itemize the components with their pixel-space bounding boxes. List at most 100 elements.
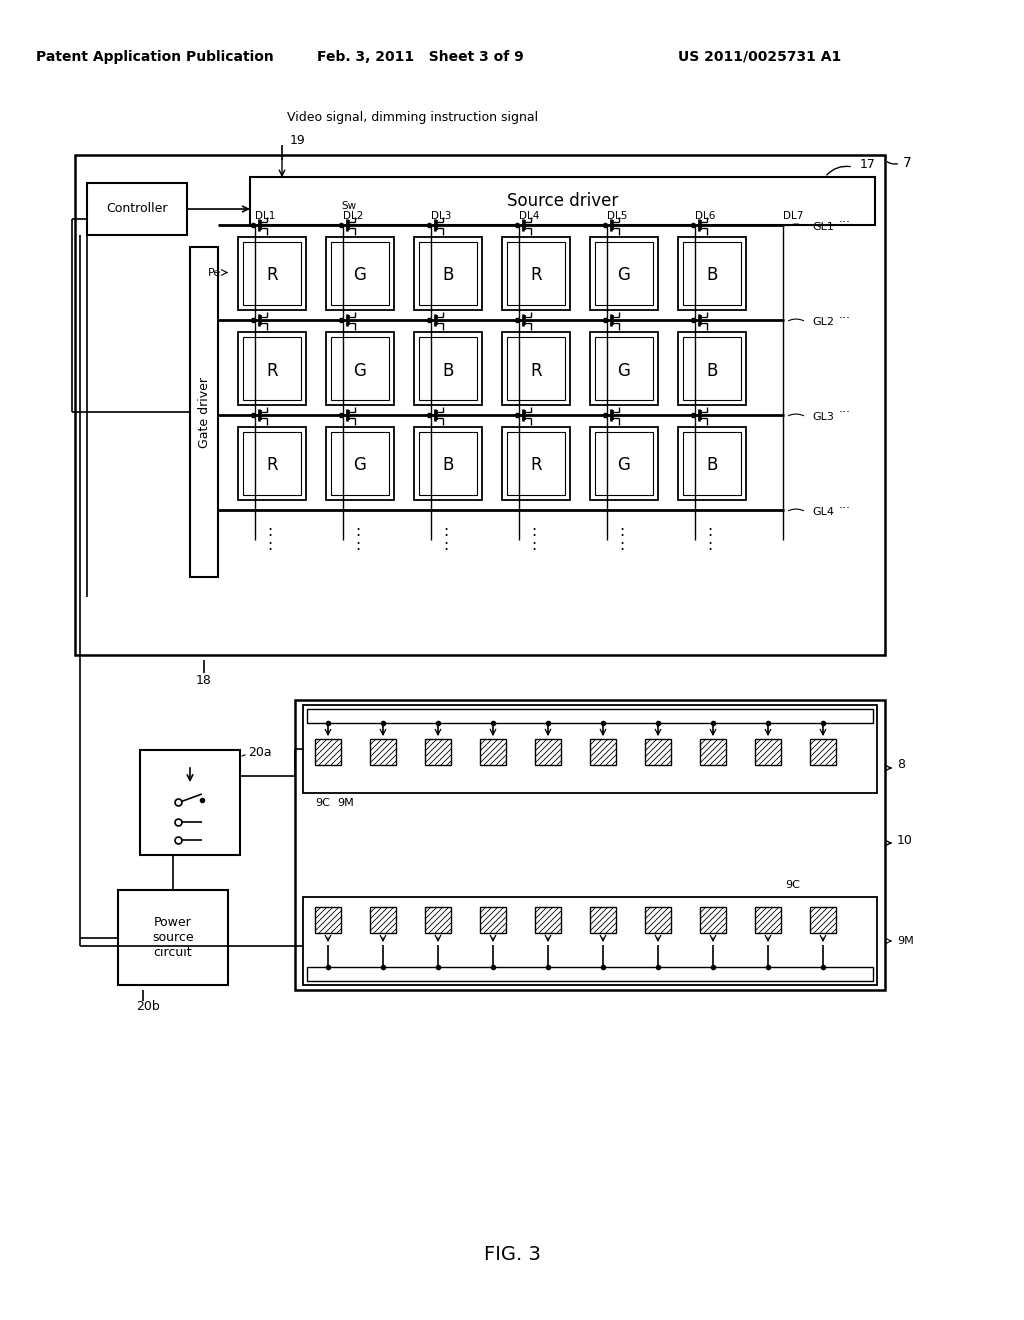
Bar — [683, 432, 741, 495]
Text: 20b: 20b — [136, 1001, 160, 1014]
Bar — [810, 907, 836, 933]
Bar — [295, 700, 885, 990]
Bar — [307, 709, 873, 723]
Bar — [683, 242, 741, 305]
Text: 20a: 20a — [248, 746, 271, 759]
Text: G: G — [617, 362, 631, 380]
Text: B: B — [442, 362, 454, 380]
Bar — [414, 238, 482, 310]
Text: ...: ... — [839, 308, 851, 321]
Bar — [140, 750, 240, 855]
Bar — [507, 242, 565, 305]
Text: R: R — [530, 457, 542, 474]
Bar — [535, 739, 561, 766]
Text: :: : — [267, 524, 272, 540]
Text: :: : — [531, 524, 537, 540]
Bar — [590, 333, 658, 405]
Text: 9C: 9C — [785, 880, 800, 890]
Bar — [502, 238, 570, 310]
Bar — [370, 907, 396, 933]
Bar — [590, 739, 616, 766]
Text: ...: ... — [839, 213, 851, 226]
Text: :: : — [267, 537, 272, 553]
Text: B: B — [707, 362, 718, 380]
Bar — [250, 177, 874, 224]
Bar — [700, 739, 726, 766]
Text: Gate driver: Gate driver — [198, 376, 211, 447]
Text: :: : — [355, 537, 360, 553]
Bar — [326, 333, 394, 405]
Bar — [331, 242, 389, 305]
Bar — [243, 432, 301, 495]
Bar — [331, 337, 389, 400]
Bar — [595, 337, 653, 400]
Bar — [595, 242, 653, 305]
Text: G: G — [353, 362, 367, 380]
Text: Source driver: Source driver — [507, 191, 618, 210]
Text: GL4: GL4 — [812, 507, 834, 517]
Text: Controller: Controller — [106, 202, 168, 215]
Text: DL5: DL5 — [607, 211, 628, 220]
Text: Feb. 3, 2011   Sheet 3 of 9: Feb. 3, 2011 Sheet 3 of 9 — [316, 50, 523, 63]
Bar — [590, 238, 658, 310]
Text: 8: 8 — [897, 759, 905, 771]
Bar — [303, 898, 877, 985]
Text: DL2: DL2 — [343, 211, 364, 220]
Bar — [810, 739, 836, 766]
Bar — [502, 333, 570, 405]
Bar — [190, 247, 218, 577]
Bar — [243, 337, 301, 400]
Text: B: B — [707, 457, 718, 474]
Text: B: B — [707, 267, 718, 285]
Bar — [480, 739, 506, 766]
Text: DL6: DL6 — [695, 211, 716, 220]
Text: GL3: GL3 — [812, 412, 834, 422]
Bar — [326, 426, 394, 500]
Text: GL1: GL1 — [812, 222, 834, 232]
Bar — [238, 238, 306, 310]
Bar — [595, 432, 653, 495]
Text: Video signal, dimming instruction signal: Video signal, dimming instruction signal — [287, 111, 539, 124]
Bar — [645, 739, 671, 766]
Text: :: : — [708, 537, 713, 553]
Bar — [590, 907, 616, 933]
Text: Power
source
circuit: Power source circuit — [153, 916, 194, 960]
Bar — [315, 907, 341, 933]
Text: ...: ... — [839, 498, 851, 511]
Text: Patent Application Publication: Patent Application Publication — [36, 50, 273, 63]
Text: R: R — [266, 457, 278, 474]
Bar — [118, 890, 228, 985]
Text: 9M: 9M — [897, 936, 913, 946]
Bar — [480, 907, 506, 933]
Text: 9C: 9C — [315, 799, 330, 808]
Text: GL2: GL2 — [812, 317, 834, 327]
Text: ...: ... — [839, 403, 851, 416]
Text: :: : — [443, 524, 449, 540]
Text: US 2011/0025731 A1: US 2011/0025731 A1 — [678, 50, 842, 63]
Bar — [326, 238, 394, 310]
Bar — [303, 705, 877, 793]
Bar — [238, 426, 306, 500]
Bar — [419, 432, 477, 495]
Bar — [683, 337, 741, 400]
Bar — [425, 739, 451, 766]
Bar — [238, 333, 306, 405]
Bar — [507, 337, 565, 400]
Text: :: : — [355, 524, 360, 540]
Text: 18: 18 — [196, 673, 212, 686]
Text: :: : — [443, 537, 449, 553]
Bar — [414, 426, 482, 500]
Bar — [645, 907, 671, 933]
Bar — [419, 242, 477, 305]
Bar — [678, 333, 746, 405]
Text: G: G — [353, 267, 367, 285]
Bar — [535, 907, 561, 933]
Bar — [87, 183, 187, 235]
Bar — [370, 739, 396, 766]
Bar — [700, 907, 726, 933]
Text: R: R — [266, 362, 278, 380]
Text: B: B — [442, 267, 454, 285]
Bar — [307, 968, 873, 981]
Text: G: G — [353, 457, 367, 474]
Text: G: G — [617, 457, 631, 474]
